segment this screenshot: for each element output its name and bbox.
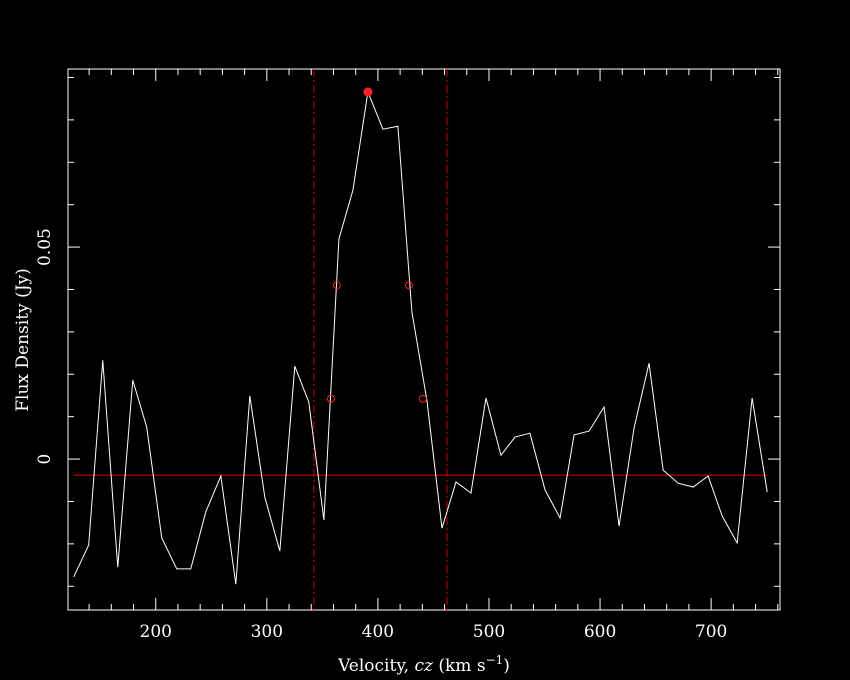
width-marker [326,394,335,403]
x-label-part: ) [503,656,510,676]
x-label-part: cz [414,656,434,676]
x-tick-label: 400 [362,622,394,642]
width-marker [418,394,427,403]
spectrum-line [73,90,768,585]
plot-frame [67,68,781,611]
y-axis-label: Flux Density (Jy) [13,268,33,412]
width-marker [404,281,413,290]
peak-marker [363,87,373,97]
x-axis-label: Velocity, cz (km s−1) [337,653,510,676]
y-tick-label: 0.05 [35,228,55,266]
x-label-part: −1 [486,653,504,667]
x-tick-label: 200 [140,622,172,642]
x-label-part: Velocity, [337,656,414,676]
width-marker [332,281,341,290]
x-tick-label: 700 [695,622,727,642]
x-tick-label: 600 [584,622,616,642]
x-label-part: (km s [433,656,486,676]
x-tick-label: 500 [473,622,505,642]
x-tick-label: 300 [251,622,283,642]
y-tick-label: 0 [35,454,55,465]
